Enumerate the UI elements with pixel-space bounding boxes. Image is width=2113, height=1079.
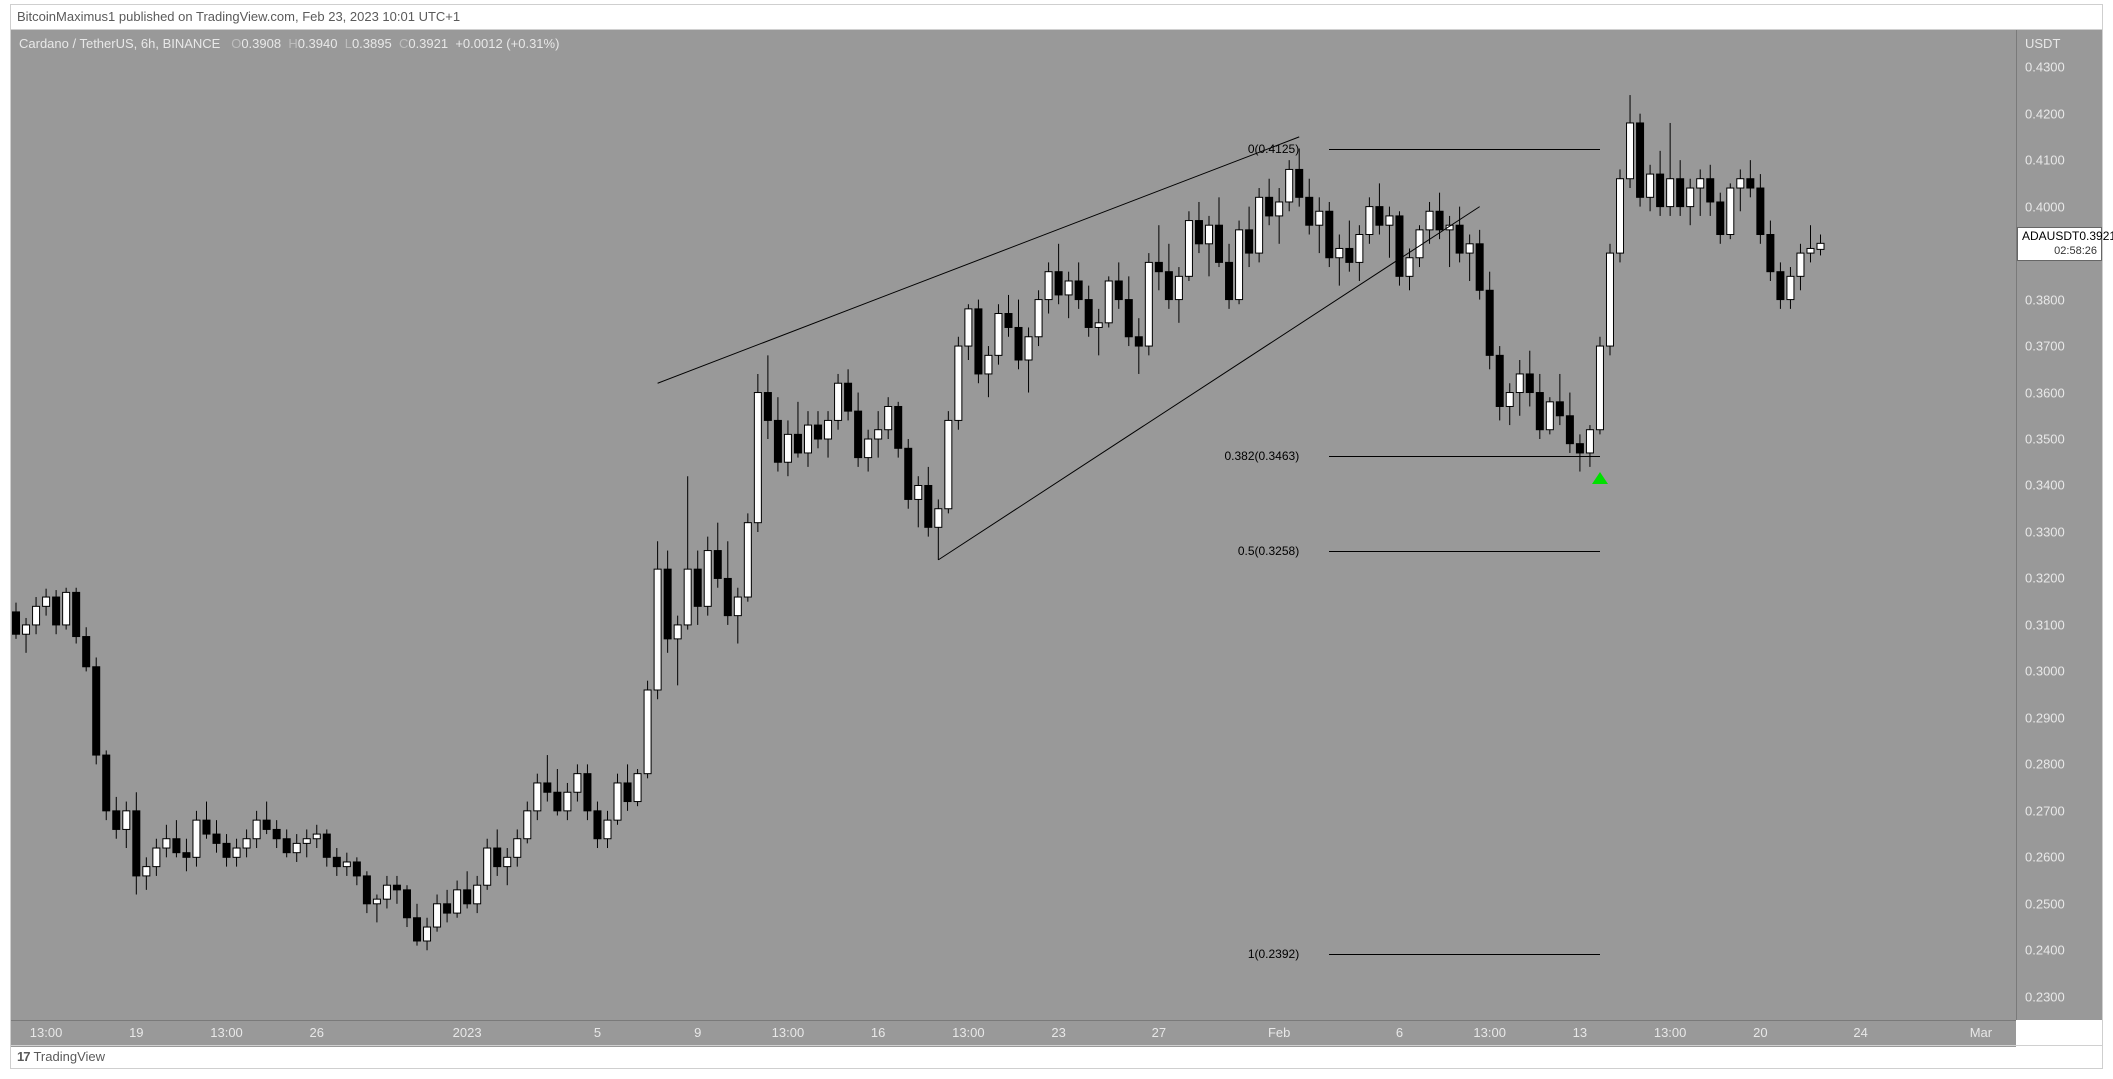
y-tick: 0.4000 <box>2025 199 2065 214</box>
y-tick: 0.4300 <box>2025 60 2065 75</box>
publish-mid: published on <box>115 9 196 24</box>
chart-frame: BitcoinMaximus1 published on TradingView… <box>10 4 2103 1069</box>
fib-level-line[interactable] <box>1329 149 1600 150</box>
trend-line[interactable] <box>658 137 1300 383</box>
fib-level-line[interactable] <box>1329 456 1600 457</box>
legend-symbol: Cardano / TetherUS, 6h, BINANCE <box>19 36 220 51</box>
publish-site: TradingView.com <box>196 9 295 24</box>
publisher-name: BitcoinMaximus1 <box>17 9 115 24</box>
ohlc-c: 0.3921 <box>408 36 448 51</box>
overlay-layer <box>11 30 2016 1020</box>
y-tick: 0.2400 <box>2025 943 2065 958</box>
price-chart[interactable]: Cardano / TetherUS, 6h, BINANCE O0.3908 … <box>11 30 2016 1020</box>
y-tick: 0.4200 <box>2025 106 2065 121</box>
ohlc-h: 0.3940 <box>298 36 338 51</box>
fib-level-label: 0.5(0.3258) <box>1238 544 1299 558</box>
y-tick: 0.2900 <box>2025 710 2065 725</box>
y-tick: 0.4100 <box>2025 153 2065 168</box>
y-tick: 0.3100 <box>2025 617 2065 632</box>
x-axis: 13:00 19 13:00 26 2023 5 9 13:00 16 13:00 23 27 Feb 6… <box>11 1020 2016 1047</box>
fib-level-line[interactable] <box>1329 551 1600 552</box>
y-tick: 0.2300 <box>2025 989 2065 1004</box>
x-tick: 13:00 <box>30 1025 63 1040</box>
ohlc-o: 0.3908 <box>241 36 281 51</box>
reversal-arrow-icon <box>1592 472 1608 484</box>
x-tick: 13:00 <box>772 1025 805 1040</box>
x-tick: 13:00 <box>210 1025 243 1040</box>
y-tick: 0.3500 <box>2025 432 2065 447</box>
y-tick: 0.3800 <box>2025 292 2065 307</box>
y-tick: 0.2600 <box>2025 850 2065 865</box>
x-tick: 19 <box>129 1025 143 1040</box>
price-tag-symbol: ADAUSDT0.3921 <box>2022 229 2097 244</box>
x-tick: 20 <box>1753 1025 1767 1040</box>
y-tick: 0.3600 <box>2025 385 2065 400</box>
x-tick: 23 <box>1051 1025 1065 1040</box>
publish-info-bar: BitcoinMaximus1 published on TradingView… <box>11 5 2102 30</box>
y-tick: 0.2700 <box>2025 803 2065 818</box>
x-tick: 16 <box>871 1025 885 1040</box>
ohlc-change: +0.0012 (+0.31%) <box>455 36 559 51</box>
fib-level-label: 0(0.4125) <box>1248 142 1299 156</box>
last-price-tag: ADAUSDT0.392102:58:26 <box>2017 227 2102 261</box>
fib-level-label: 0.382(0.3463) <box>1224 449 1299 463</box>
y-tick: 0.3300 <box>2025 524 2065 539</box>
y-tick: 0.2800 <box>2025 757 2065 772</box>
fib-level-line[interactable] <box>1329 954 1600 955</box>
x-tick: 13:00 <box>1473 1025 1506 1040</box>
publish-date: , Feb 23, 2023 10:01 UTC+1 <box>295 9 460 24</box>
x-tick: 27 <box>1152 1025 1166 1040</box>
ohlc-c-label: C <box>399 36 408 51</box>
x-tick: 6 <box>1396 1025 1403 1040</box>
y-tick: 0.3000 <box>2025 664 2065 679</box>
x-tick: 13:00 <box>1654 1025 1687 1040</box>
ohlc-h-label: H <box>288 36 297 51</box>
x-tick: 24 <box>1853 1025 1867 1040</box>
y-tick: 0.3700 <box>2025 339 2065 354</box>
y-axis-title: USDT <box>2025 36 2060 51</box>
brand-bar: 17 TradingView <box>11 1045 2102 1068</box>
x-tick: Mar <box>1970 1025 1992 1040</box>
x-tick: 2023 <box>453 1025 482 1040</box>
ohlc-o-label: O <box>231 36 241 51</box>
chart-legend: Cardano / TetherUS, 6h, BINANCE O0.3908 … <box>19 36 559 51</box>
x-tick: 13:00 <box>952 1025 985 1040</box>
y-tick: 0.2500 <box>2025 896 2065 911</box>
trend-line[interactable] <box>938 207 1479 560</box>
tradingview-logo-icon: 17 <box>17 1049 29 1064</box>
y-tick: 0.3400 <box>2025 478 2065 493</box>
price-tag-countdown: 02:58:26 <box>2022 244 2097 259</box>
ohlc-l: 0.3895 <box>352 36 392 51</box>
x-tick: 9 <box>694 1025 701 1040</box>
x-tick: 26 <box>310 1025 324 1040</box>
fib-level-label: 1(0.2392) <box>1248 947 1299 961</box>
y-tick: 0.3200 <box>2025 571 2065 586</box>
ohlc-l-label: L <box>345 36 352 51</box>
x-tick: 5 <box>594 1025 601 1040</box>
x-tick: 13 <box>1573 1025 1587 1040</box>
x-tick: Feb <box>1268 1025 1290 1040</box>
y-axis: USDT 0.2300 0.2400 0.2500 0.2600 0.2700 0.280… <box>2016 30 2102 1020</box>
brand-label: TradingView <box>33 1049 105 1064</box>
